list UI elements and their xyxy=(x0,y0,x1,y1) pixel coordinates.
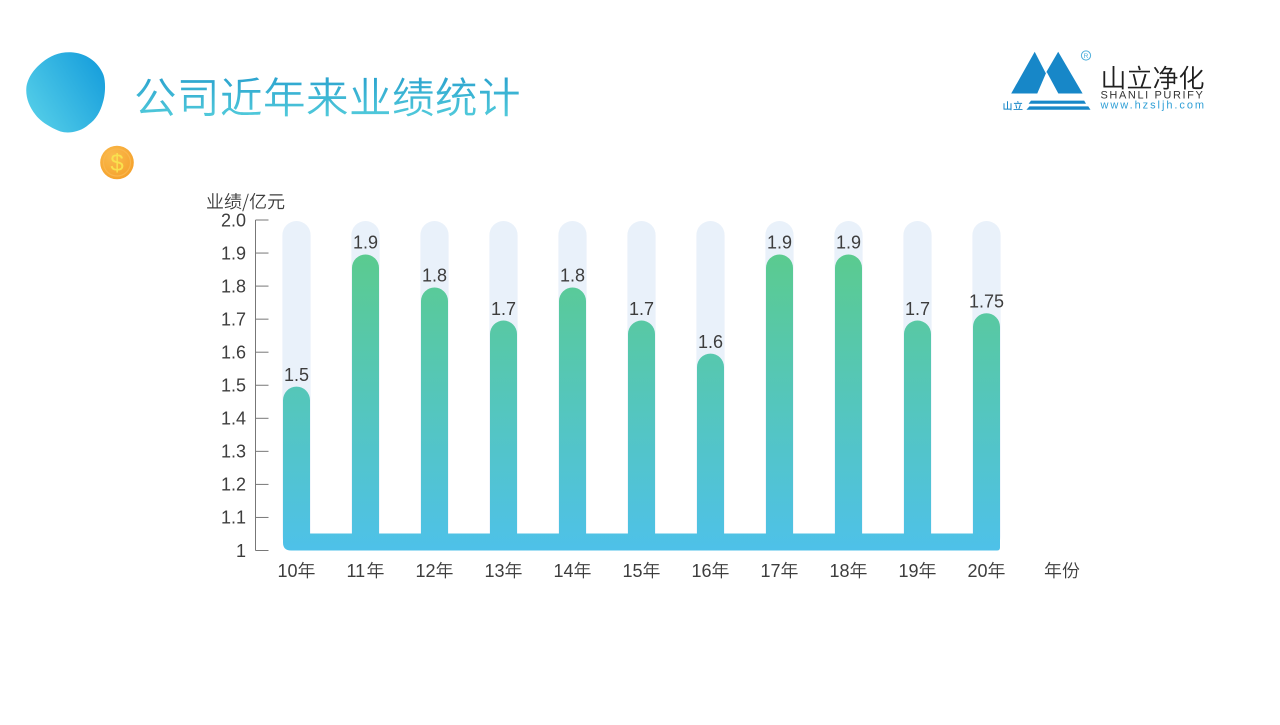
svg-text:1.6: 1.6 xyxy=(221,343,246,363)
svg-text:1.5: 1.5 xyxy=(284,365,309,385)
svg-text:2.0: 2.0 xyxy=(221,210,246,230)
svg-text:1.9: 1.9 xyxy=(767,233,792,253)
svg-text:1.2: 1.2 xyxy=(221,475,246,495)
svg-text:14: 14 xyxy=(554,561,574,581)
svg-text:13: 13 xyxy=(485,561,505,581)
svg-text:20: 20 xyxy=(968,561,988,581)
svg-text:1.7: 1.7 xyxy=(905,299,930,319)
svg-text:1: 1 xyxy=(236,541,246,561)
svg-text:1.7: 1.7 xyxy=(221,309,246,329)
svg-text:www.hzsljh.com: www.hzsljh.com xyxy=(1100,99,1207,111)
svg-text:1.7: 1.7 xyxy=(491,299,516,319)
svg-text:1.9: 1.9 xyxy=(221,243,246,263)
svg-text:1.8: 1.8 xyxy=(560,266,585,286)
svg-text:R: R xyxy=(1084,53,1089,60)
svg-text:1.9: 1.9 xyxy=(353,233,378,253)
svg-text:1.1: 1.1 xyxy=(221,508,246,528)
svg-text:17: 17 xyxy=(761,561,781,581)
svg-text:1.5: 1.5 xyxy=(221,376,246,396)
svg-text:1.7: 1.7 xyxy=(629,299,654,319)
svg-text:11: 11 xyxy=(347,561,366,581)
svg-text:12: 12 xyxy=(416,561,436,581)
svg-text:16: 16 xyxy=(692,561,712,581)
svg-text:10: 10 xyxy=(278,561,298,581)
svg-text:1.9: 1.9 xyxy=(836,233,861,253)
svg-text:15: 15 xyxy=(623,561,643,581)
svg-text:$: $ xyxy=(110,150,123,177)
svg-text:1.3: 1.3 xyxy=(221,442,246,462)
svg-text:19: 19 xyxy=(899,561,919,581)
svg-text:1.8: 1.8 xyxy=(221,276,246,296)
svg-text:1.8: 1.8 xyxy=(422,266,447,286)
svg-text:18: 18 xyxy=(830,561,850,581)
svg-text:1.4: 1.4 xyxy=(221,409,246,429)
svg-text:SHANLI PURIFY: SHANLI PURIFY xyxy=(1101,89,1205,101)
svg-text:1.75: 1.75 xyxy=(969,291,1004,311)
svg-text:1.6: 1.6 xyxy=(698,332,723,352)
